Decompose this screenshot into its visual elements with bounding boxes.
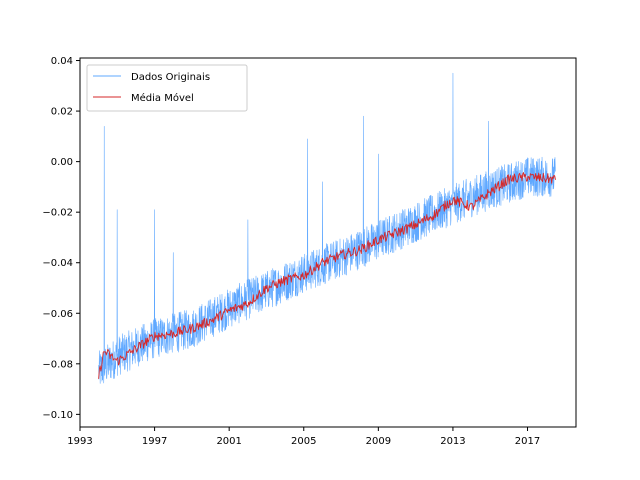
series-line-media-movel xyxy=(98,172,556,379)
x-tick-label: 1993 xyxy=(67,436,92,447)
x-tick-label: 2013 xyxy=(440,436,465,447)
y-tick-label: −0.04 xyxy=(42,258,73,269)
x-tick-label: 2017 xyxy=(515,436,540,447)
legend: Dados Originais Média Móvel xyxy=(86,64,248,112)
y-tick-label: −0.02 xyxy=(42,208,73,219)
x-tick-label: 2009 xyxy=(366,436,391,447)
y-tick-label: −0.10 xyxy=(42,410,73,421)
y-tick-label: −0.06 xyxy=(42,309,73,320)
series-line-dados-originais xyxy=(98,72,556,384)
series-layer xyxy=(98,72,556,384)
plot-area xyxy=(80,58,576,427)
y-tick-label: 0.00 xyxy=(51,157,73,168)
x-axis: 1993 1997 2001 2005 2009 2013 2017 xyxy=(67,427,540,447)
plot-frame xyxy=(79,57,577,428)
y-tick-label: 0.04 xyxy=(51,56,73,67)
legend-label-media-movel: Média Móvel xyxy=(131,92,194,104)
legend-box xyxy=(86,64,248,112)
x-tick-label: 2001 xyxy=(216,436,241,447)
x-tick-label: 1997 xyxy=(142,436,167,447)
y-tick-label: 0.02 xyxy=(51,107,73,118)
legend-label-dados-originais: Dados Originais xyxy=(131,72,210,83)
y-axis: −0.10 −0.08 −0.06 −0.04 −0.02 0.00 0.02 0.04 xyxy=(42,56,80,421)
y-tick-label: −0.08 xyxy=(42,359,73,370)
x-tick-label: 2005 xyxy=(291,436,316,447)
